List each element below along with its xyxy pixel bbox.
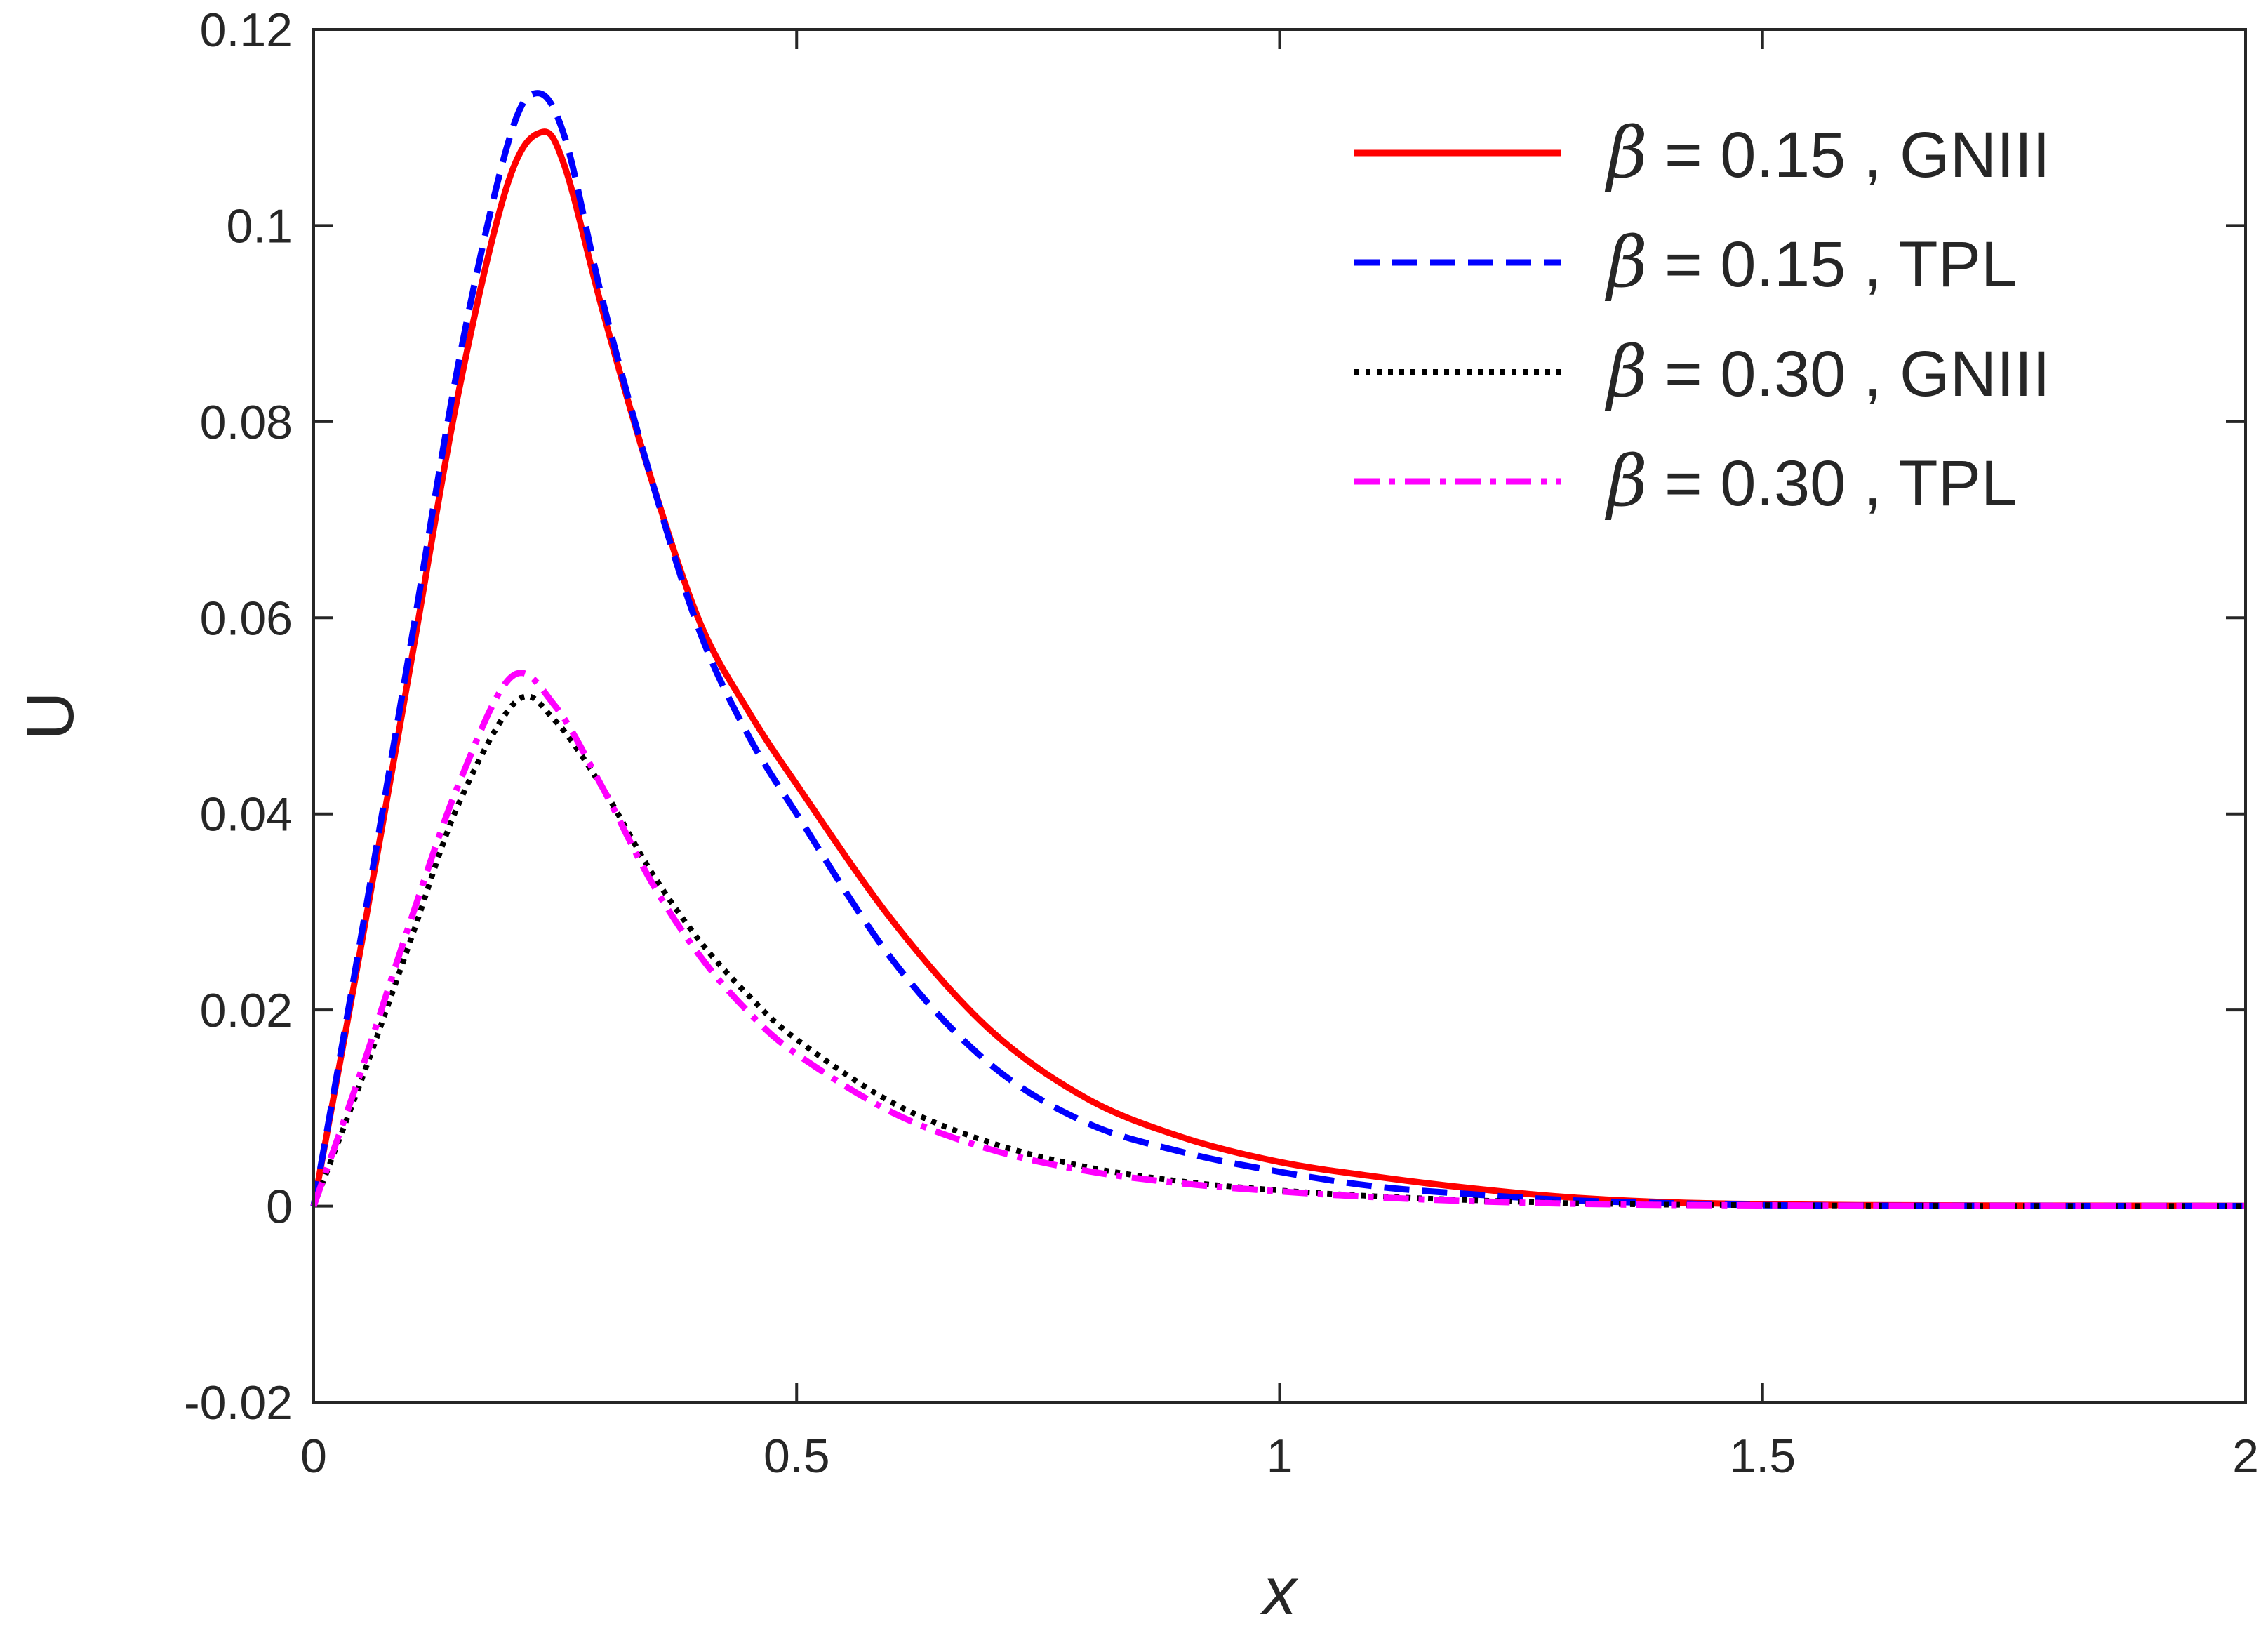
series-line-3 [311, 693, 2246, 1209]
x-axis-title: x [1260, 1554, 1299, 1629]
y-tick-label: -0.02 [184, 1376, 293, 1430]
y-tick-label: 0.04 [200, 788, 293, 841]
legend-label: = 0.30 , GNIII [1665, 338, 2050, 410]
x-tick-label: 1.5 [1729, 1430, 1796, 1483]
x-tick-label: 2 [2232, 1430, 2259, 1483]
legend-symbol: β [1604, 440, 1648, 522]
y-tick-label: 0.02 [200, 984, 293, 1037]
legend-label: = 0.30 , TPL [1665, 448, 2017, 519]
series-line-4 [310, 670, 2246, 1209]
legend-label: = 0.15 , GNIII [1665, 119, 2050, 191]
y-tick-label: 0 [266, 1180, 293, 1234]
y-tick-label: 0.1 [226, 199, 293, 253]
y-tick-label: 0.06 [200, 592, 293, 645]
series-layer [310, 90, 2246, 1209]
x-tick-label: 0.5 [763, 1430, 830, 1483]
x-tick-label: 1 [1267, 1430, 1293, 1483]
plot-frame [312, 28, 2247, 1404]
y-axis-title: U [13, 691, 88, 740]
y-tick-label: 0.08 [200, 396, 293, 449]
legend-label: = 0.15 , TPL [1665, 229, 2017, 300]
x-tick-label: 0 [300, 1430, 327, 1483]
legend-symbol: β [1604, 331, 1648, 413]
legend-symbol: β [1604, 221, 1648, 303]
legend-symbol: β [1604, 112, 1648, 194]
y-tick-label: 0.12 [200, 4, 293, 57]
